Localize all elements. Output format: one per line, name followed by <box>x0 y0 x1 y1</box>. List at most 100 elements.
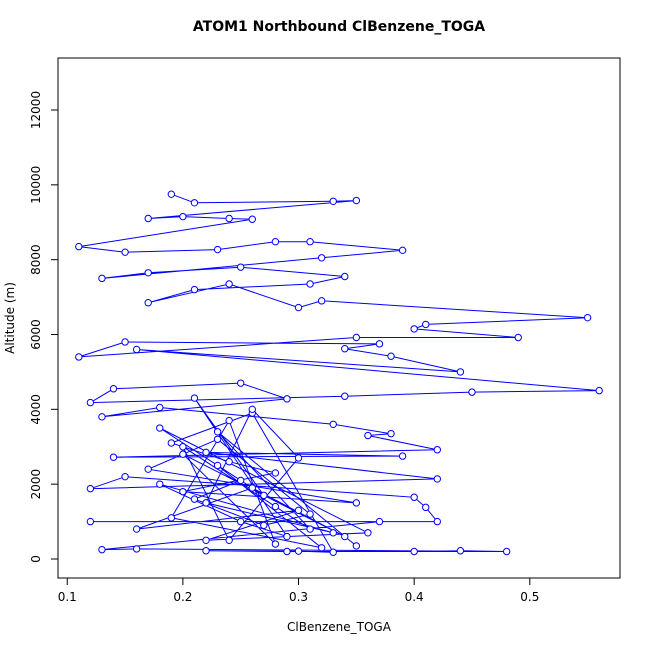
data-point <box>595 386 603 395</box>
data-point <box>306 510 314 518</box>
data-point <box>364 431 372 440</box>
data-point <box>248 405 256 414</box>
data-point <box>75 242 83 251</box>
data-point <box>352 333 361 342</box>
data-point <box>375 517 384 526</box>
data-point <box>156 403 164 412</box>
data-point <box>248 215 256 223</box>
data-point <box>86 398 95 407</box>
data-point <box>294 303 303 312</box>
data-point <box>121 338 129 346</box>
data-point <box>121 472 129 481</box>
x-tick-label: 0.1 <box>58 590 77 604</box>
data-point <box>456 368 465 376</box>
data-point <box>433 517 441 526</box>
data-point <box>144 465 152 473</box>
y-tick-label: 12000 <box>29 91 43 129</box>
data-point <box>237 517 245 526</box>
x-tick-label: 0.5 <box>520 590 539 604</box>
data-point <box>225 214 233 223</box>
data-point <box>364 529 372 537</box>
data-point <box>410 325 418 333</box>
data-point <box>144 269 152 277</box>
data-point <box>98 413 106 421</box>
data-point <box>329 529 337 537</box>
data-point <box>271 238 280 246</box>
x-axis-label: ClBenzene_TOGA <box>287 620 392 634</box>
data-point <box>283 532 291 541</box>
data-point <box>167 514 176 522</box>
data-point <box>132 345 141 354</box>
data-point <box>179 487 187 496</box>
data-point <box>433 446 441 454</box>
plot-frame <box>57 57 621 579</box>
data-point <box>456 547 465 555</box>
data-point <box>213 245 222 254</box>
data-point <box>317 254 326 262</box>
data-point <box>398 246 407 255</box>
data-point <box>398 452 407 460</box>
data-point <box>352 542 361 550</box>
data-point <box>306 238 314 246</box>
data-point <box>109 453 118 461</box>
data-point <box>190 495 199 503</box>
data-point <box>98 545 106 554</box>
data-point <box>167 190 176 198</box>
data-point <box>271 469 280 477</box>
x-tick-label: 0.2 <box>173 590 192 604</box>
data-point <box>341 532 349 541</box>
data-point <box>86 517 95 526</box>
data-point <box>179 212 187 221</box>
y-axis-label: Altitude (m) <box>3 282 17 354</box>
data-point <box>306 280 314 288</box>
data-point <box>179 443 187 451</box>
data-point <box>213 461 222 470</box>
data-point <box>144 298 152 307</box>
data-point <box>433 475 441 483</box>
data-point <box>237 476 245 485</box>
data-point <box>260 491 268 500</box>
data-line <box>78 193 600 553</box>
data-point <box>422 320 430 329</box>
data-point <box>109 385 118 393</box>
data-point <box>329 420 337 428</box>
data-point <box>294 506 303 515</box>
data-point <box>341 392 349 400</box>
data-point <box>248 484 256 492</box>
data-point <box>329 197 337 206</box>
y-tick-label: 8000 <box>29 244 43 275</box>
data-point <box>225 416 233 425</box>
data-point <box>225 458 233 466</box>
data-point <box>213 435 222 443</box>
data-point <box>132 545 141 553</box>
data-point <box>225 536 233 544</box>
data-point <box>202 547 210 555</box>
data-point <box>271 540 280 548</box>
x-tick-label: 0.4 <box>405 590 424 604</box>
data-point <box>156 480 164 488</box>
data-point <box>352 196 361 205</box>
data-point <box>294 454 303 462</box>
data-point <box>422 503 430 512</box>
data-point <box>317 297 326 305</box>
y-tick-label: 6000 <box>29 319 43 350</box>
chart-title: ATOM1 Northbound ClBenzene_TOGA <box>193 19 485 35</box>
data-point <box>98 274 106 283</box>
data-point <box>225 280 233 288</box>
data-point <box>341 272 349 281</box>
data-point <box>341 345 349 353</box>
data-point <box>375 340 384 348</box>
y-tick-label: 2000 <box>29 469 43 500</box>
data-point <box>468 388 476 396</box>
data-point <box>144 214 152 223</box>
data-point <box>260 521 268 530</box>
data-point <box>190 285 199 294</box>
data-point <box>237 263 245 271</box>
data-point <box>202 448 210 457</box>
y-tick-label: 10000 <box>29 166 43 204</box>
data-point <box>317 544 326 552</box>
y-tick-label: 4000 <box>29 394 43 425</box>
data-point <box>387 429 395 438</box>
data-point <box>514 333 522 342</box>
